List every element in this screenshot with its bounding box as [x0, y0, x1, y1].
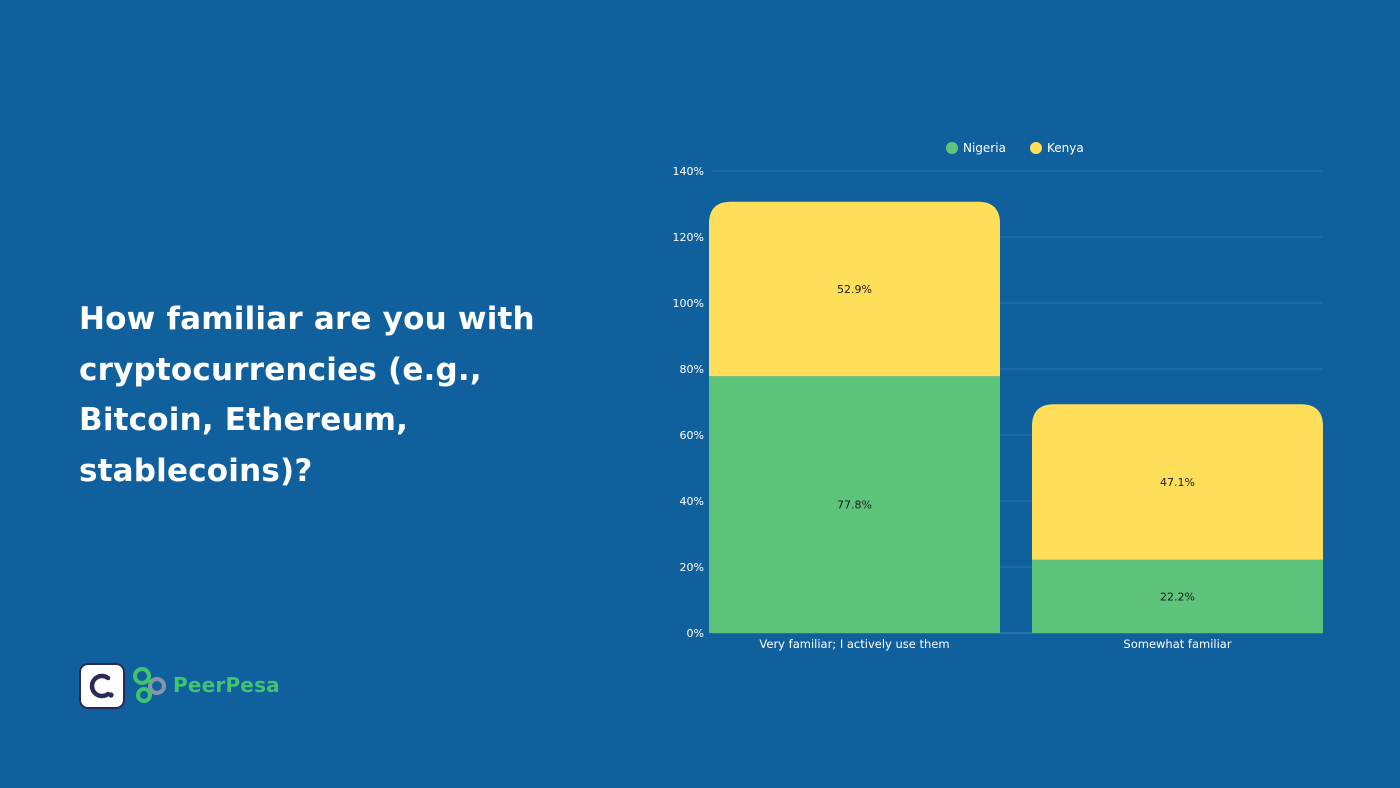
y-tick-label: 0%: [687, 627, 704, 640]
legend-label-nigeria: Nigeria: [963, 141, 1006, 155]
legend-label-kenya: Kenya: [1047, 141, 1084, 155]
legend-swatch-kenya: [1030, 142, 1042, 154]
y-tick-label: 40%: [680, 495, 704, 508]
y-axis-tick-labels: 0% 20% 40% 60% 80% 100% 120% 140%: [673, 165, 704, 640]
y-tick-label: 80%: [680, 363, 704, 376]
y-tick-label: 120%: [673, 231, 704, 244]
bar-kenya-0: [709, 201, 1000, 377]
legend: Nigeria Kenya: [946, 141, 1084, 155]
y-tick-label: 60%: [680, 429, 704, 442]
bar-kenya-1: [1032, 404, 1323, 560]
data-label: 77.8%: [837, 499, 872, 512]
c-badge-icon: [79, 663, 125, 709]
legend-swatch-nigeria: [946, 142, 958, 154]
y-tick-label: 140%: [673, 165, 704, 178]
data-label: 22.2%: [1160, 590, 1195, 603]
question-title: How familiar are you with cryptocurrenci…: [79, 301, 535, 489]
data-label: 52.9%: [837, 283, 872, 296]
data-labels: 77.8% 52.9% 22.2% 47.1%: [837, 283, 1195, 603]
data-label: 47.1%: [1160, 476, 1195, 489]
x-tick-label: Somewhat familiar: [1123, 637, 1231, 651]
peerpesa-link-icon: [133, 667, 166, 703]
brand-name: PeerPesa: [173, 673, 280, 697]
x-axis-tick-labels: Very familiar; I actively use them Somewh…: [759, 637, 1231, 651]
x-tick-label: Very familiar; I actively use them: [759, 637, 949, 651]
y-tick-label: 20%: [680, 561, 704, 574]
bar-nigeria-0: [709, 376, 1000, 633]
bar-nigeria-1: [1032, 559, 1323, 633]
bars: [709, 201, 1323, 633]
y-tick-label: 100%: [673, 297, 704, 310]
